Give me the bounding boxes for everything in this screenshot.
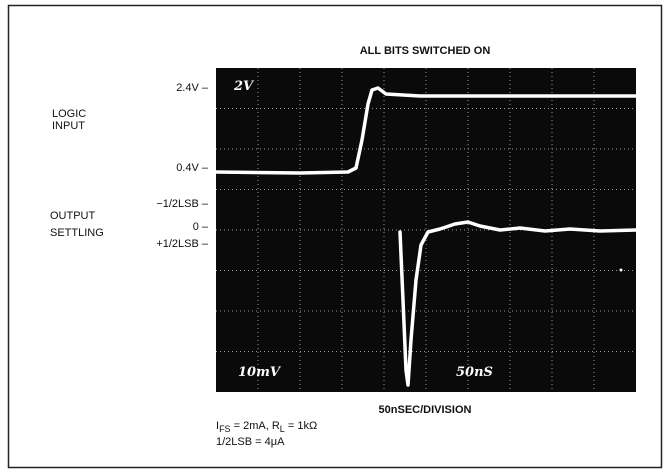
- axis-label: LOGIC: [52, 108, 86, 120]
- axis-label: INPUT: [52, 120, 85, 132]
- axis-label: 2.4V –: [176, 82, 209, 94]
- conditions-part: = 2mA, R: [231, 420, 280, 432]
- axis-label: −1/2LSB –: [156, 198, 209, 210]
- axis-label: SETTLING: [50, 227, 104, 239]
- axis-label: OUTPUT: [50, 210, 96, 222]
- trace-dot: [620, 269, 623, 272]
- scope-label: 10mV: [238, 365, 282, 380]
- conditions-sub: FS: [219, 424, 231, 434]
- figure-title: ALL BITS SWITCHED ON: [360, 45, 491, 57]
- figure: ALL BITS SWITCHED ON 2.4V – LOGIC INPUT …: [0, 0, 671, 475]
- scope-label: 2V: [233, 79, 255, 94]
- lsb-note: 1/2LSB = 4μA: [216, 436, 285, 448]
- axis-label: 0 –: [193, 221, 209, 233]
- time-base: 50nSEC/DIVISION: [379, 404, 472, 416]
- axis-label: +1/2LSB –: [156, 238, 209, 250]
- scope-label: 50nS: [456, 365, 493, 380]
- axis-label: 0.4V –: [176, 162, 209, 174]
- conditions-part: = 1kΩ: [285, 420, 317, 432]
- conditions: IFS = 2mA, RL = 1kΩ: [216, 420, 317, 434]
